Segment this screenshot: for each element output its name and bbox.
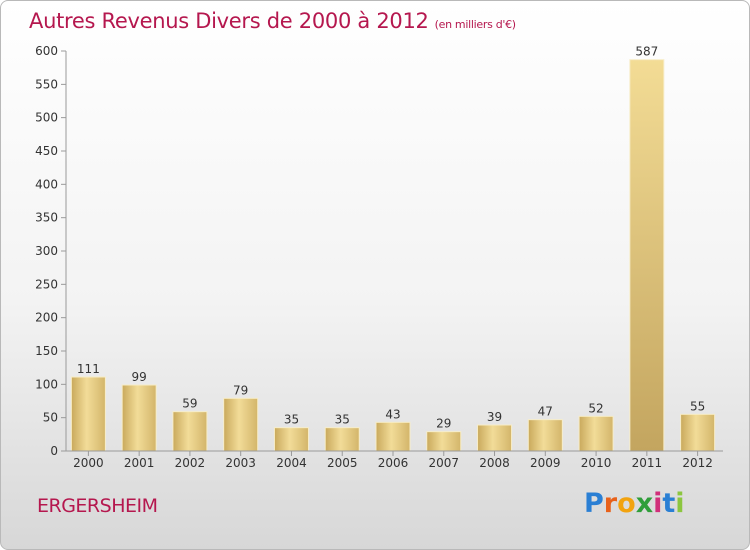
y-tick-label: 500 bbox=[35, 111, 58, 125]
bar-2011 bbox=[629, 59, 665, 452]
bar-value-label: 43 bbox=[385, 407, 400, 421]
logo-letter: i bbox=[653, 488, 663, 519]
bar-value-label: 35 bbox=[335, 413, 350, 427]
x-tick-label: 2007 bbox=[428, 456, 459, 470]
bars: 111 99 59 79 35 35 43 29 39 47 52 587 55 bbox=[70, 45, 716, 452]
bar-value-label: 35 bbox=[284, 413, 299, 427]
y-tick-label: 100 bbox=[35, 377, 58, 391]
bar-2000 bbox=[70, 376, 106, 452]
logo-letter: o bbox=[617, 488, 636, 519]
y-tick-label: 300 bbox=[35, 244, 58, 258]
x-tick-label: 2012 bbox=[682, 456, 713, 470]
x-tick-label: 2005 bbox=[327, 456, 358, 470]
bar-value-label: 55 bbox=[690, 399, 705, 413]
bar-2005 bbox=[324, 427, 360, 452]
y-tick-label: 450 bbox=[35, 144, 58, 158]
x-tick-label: 2006 bbox=[378, 456, 409, 470]
bar-value-label: 29 bbox=[436, 417, 451, 431]
bar-2003 bbox=[223, 397, 259, 452]
bar-value-label: 99 bbox=[132, 370, 147, 384]
chart-title-text: Autres Revenus Divers de 2000 à 2012 bbox=[29, 9, 429, 33]
y-tick-label: 350 bbox=[35, 211, 58, 225]
bar-value-label: 52 bbox=[588, 401, 603, 415]
y-tick-label: 550 bbox=[35, 77, 58, 91]
y-tick-label: 600 bbox=[35, 44, 58, 58]
bar-2001 bbox=[121, 384, 157, 452]
chart-title: Autres Revenus Divers de 2000 à 2012 (en … bbox=[29, 9, 516, 33]
bar-2006 bbox=[375, 421, 411, 452]
bar-2010 bbox=[578, 415, 614, 452]
y-tick-label: 50 bbox=[43, 411, 58, 425]
y-tick-label: 150 bbox=[35, 344, 58, 358]
x-axis: 2000 2001 2002 2003 2004 2005 2006 2007 2008 2009… bbox=[63, 450, 723, 470]
x-tick-label: 2009 bbox=[530, 456, 561, 470]
bar-value-label: 47 bbox=[538, 405, 553, 419]
logo-letter: t bbox=[662, 488, 676, 519]
bar-2004 bbox=[273, 427, 309, 452]
x-tick-label: 2000 bbox=[73, 456, 104, 470]
y-tick-label: 250 bbox=[35, 277, 58, 291]
bar-2009 bbox=[527, 419, 563, 452]
logo-letter: x bbox=[635, 488, 654, 519]
bar-2007 bbox=[426, 431, 462, 452]
proxiti-logo: Proxiti bbox=[584, 488, 685, 519]
place-name: ERGERSHEIM bbox=[37, 495, 158, 517]
bar-2008 bbox=[477, 424, 513, 452]
bar-value-label: 587 bbox=[635, 45, 658, 59]
bar-2012 bbox=[680, 413, 716, 452]
x-tick-label: 2010 bbox=[581, 456, 612, 470]
y-tick-label: 400 bbox=[35, 177, 58, 191]
chart-subtitle: (en milliers d'€) bbox=[434, 18, 516, 31]
x-tick-label: 2008 bbox=[479, 456, 510, 470]
bar-value-label: 111 bbox=[77, 362, 100, 376]
bar-value-label: 59 bbox=[182, 397, 197, 411]
bar-value-label: 39 bbox=[487, 410, 502, 424]
x-tick-label: 2003 bbox=[225, 456, 256, 470]
x-tick-label: 2001 bbox=[124, 456, 155, 470]
x-tick-label: 2004 bbox=[276, 456, 307, 470]
x-tick-label: 2011 bbox=[632, 456, 663, 470]
logo-letter: P bbox=[584, 488, 604, 519]
bar-value-label: 79 bbox=[233, 383, 248, 397]
y-axis: 0 50 100 150 200 250 300 350 400 450 500 550 600 bbox=[35, 44, 67, 458]
y-tick-label: 200 bbox=[35, 311, 58, 325]
x-tick-label: 2002 bbox=[175, 456, 206, 470]
logo-letter: r bbox=[603, 488, 618, 519]
bar-2002 bbox=[172, 411, 208, 452]
logo-letter: i bbox=[675, 488, 685, 519]
y-tick-label: 0 bbox=[50, 444, 58, 458]
